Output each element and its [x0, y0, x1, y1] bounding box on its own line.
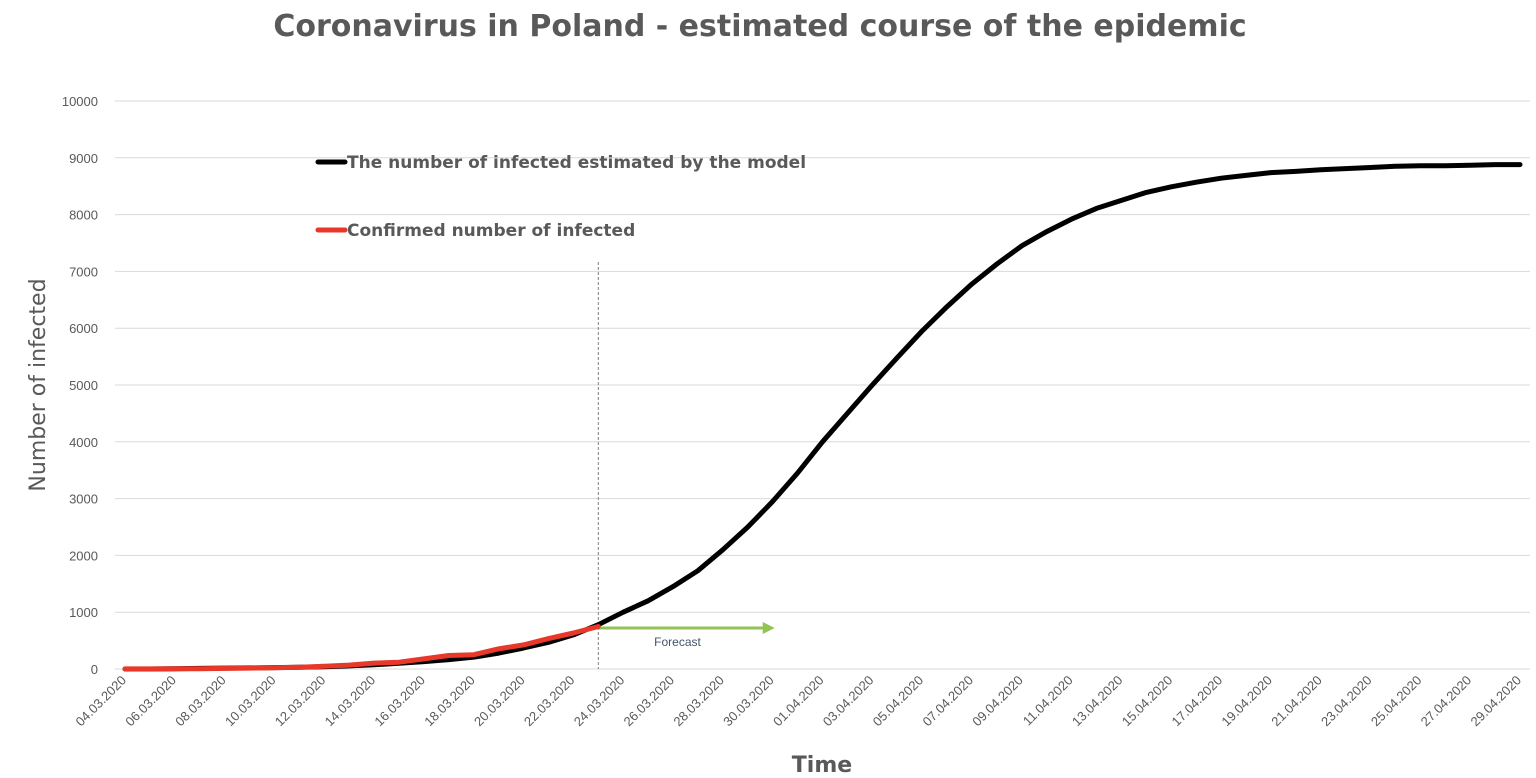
legend-label-model: The number of infected estimated by the …	[347, 153, 806, 173]
x-tick-label: 18.03.2020	[421, 673, 478, 730]
x-tick-label: 19.04.2020	[1218, 673, 1275, 730]
x-tick-label: 15.04.2020	[1119, 673, 1176, 730]
y-tick-label: 7000	[69, 264, 98, 279]
chart-title: Coronavirus in Poland - estimated course…	[273, 9, 1246, 44]
x-tick-label: 20.03.2020	[471, 673, 528, 730]
y-tick-label: 2000	[69, 548, 98, 563]
y-axis-ticks: 0 1000 2000 3000 4000 5000 6000 7000 8000 9000 100…	[62, 94, 98, 677]
y-tick-label: 0	[91, 662, 98, 677]
x-tick-label: 17.04.2020	[1169, 673, 1226, 730]
x-tick-label: 29.04.2020	[1467, 673, 1524, 730]
x-tick-label: 12.03.2020	[272, 673, 329, 730]
x-tick-label: 16.03.2020	[371, 673, 428, 730]
x-tick-label: 07.04.2020	[919, 673, 976, 730]
y-axis-title: Number of infected	[26, 278, 51, 491]
x-tick-label: 23.04.2020	[1318, 673, 1375, 730]
y-tick-label: 5000	[69, 378, 98, 393]
series-lines	[122, 162, 1523, 672]
x-axis-title: Time	[792, 753, 852, 778]
x-tick-label: 14.03.2020	[322, 673, 379, 730]
y-tick-label: 4000	[69, 435, 98, 450]
y-tick-label: 8000	[69, 208, 98, 223]
legend: The number of infected estimated by the …	[315, 153, 806, 241]
confirmed-cases-line	[122, 624, 601, 672]
x-tick-label: 28.03.2020	[670, 673, 727, 730]
x-axis-ticks: 04.03.202006.03.202008.03.202010.03.2020…	[72, 673, 1524, 730]
model-estimate-line	[122, 162, 1523, 672]
y-tick-label: 10000	[62, 94, 98, 109]
x-tick-label: 11.04.2020	[1020, 673, 1076, 729]
x-tick-label: 21.04.2020	[1268, 673, 1325, 730]
x-tick-label: 30.03.2020	[720, 673, 777, 730]
legend-label-confirmed: Confirmed number of infected	[347, 221, 635, 241]
x-tick-label: 22.03.2020	[521, 673, 578, 730]
x-tick-label: 26.03.2020	[621, 673, 678, 730]
x-tick-label: 27.04.2020	[1418, 673, 1475, 730]
y-tick-label: 6000	[69, 321, 98, 336]
x-tick-label: 01.04.2020	[770, 673, 827, 730]
forecast-arrow-head	[762, 622, 775, 634]
x-tick-label: 09.04.2020	[969, 673, 1026, 730]
x-tick-label: 08.03.2020	[172, 673, 229, 730]
x-tick-label: 05.04.2020	[870, 673, 927, 730]
y-tick-label: 9000	[69, 151, 98, 166]
annotations: Forecast	[597, 262, 775, 669]
gridlines	[115, 100, 1530, 670]
x-tick-label: 24.03.2020	[571, 673, 628, 730]
forecast-label: Forecast	[654, 635, 701, 649]
x-tick-label: 06.03.2020	[122, 673, 179, 730]
x-tick-label: 13.04.2020	[1069, 673, 1126, 730]
y-tick-label: 3000	[69, 492, 98, 507]
x-tick-label: 25.04.2020	[1368, 673, 1425, 730]
x-tick-label: 10.03.2020	[222, 673, 279, 730]
y-tick-label: 1000	[69, 605, 98, 620]
x-tick-label: 04.03.2020	[72, 673, 129, 730]
x-tick-label: 03.04.2020	[820, 673, 877, 730]
